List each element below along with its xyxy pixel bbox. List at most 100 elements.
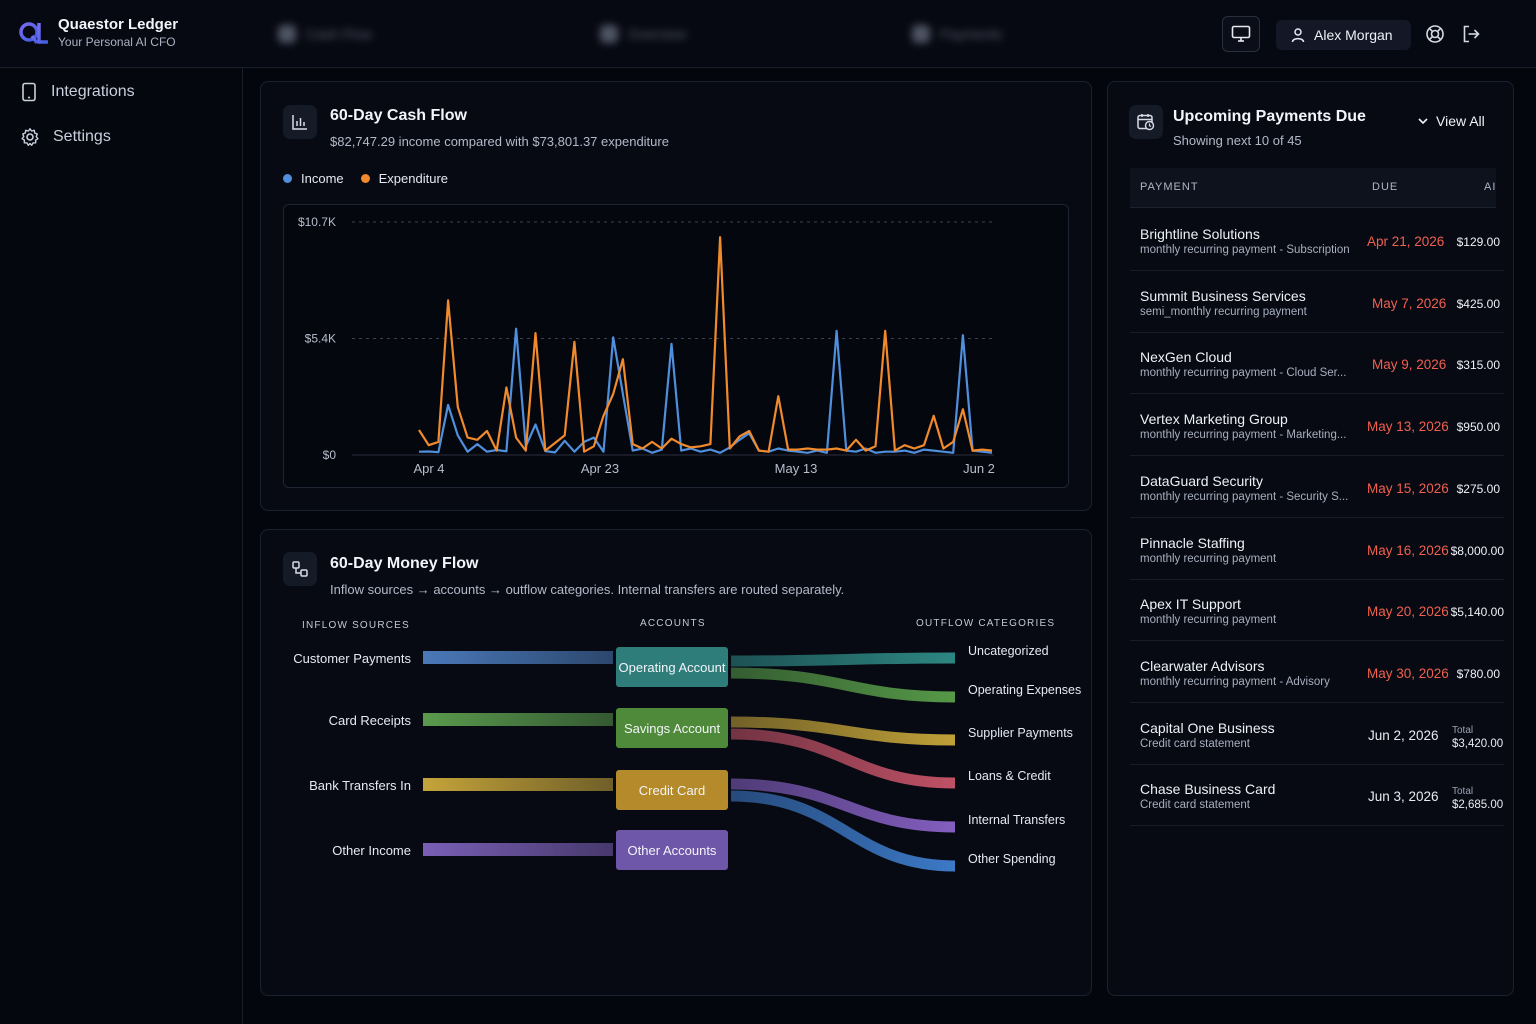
source-label: Customer Payments xyxy=(293,651,411,666)
payment-row[interactable]: Summit Business Services semi_monthly rec… xyxy=(1130,271,1504,333)
cashflow-chart: $10.7K $5.4K $0 Apr 4 Apr 23 May 13 Jun 2 xyxy=(283,204,1069,488)
payment-row[interactable]: Apex IT Support monthly recurring payment… xyxy=(1130,579,1504,642)
nav-tab-1[interactable]: Cash Flow xyxy=(278,24,372,44)
payment-row[interactable]: Pinnacle Staffing monthly recurring payme… xyxy=(1130,518,1504,580)
payment-row[interactable]: NexGen Cloud monthly recurring payment - … xyxy=(1130,332,1504,395)
outflow-ribbon[interactable] xyxy=(730,790,956,872)
outflow-ribbon[interactable] xyxy=(730,652,956,667)
series-line-income[interactable] xyxy=(418,327,993,454)
view-all-button[interactable]: View All xyxy=(1416,113,1485,129)
legend-label: Income xyxy=(301,171,344,186)
nav-tab-3[interactable]: Payments xyxy=(912,24,1002,44)
account-label: Savings Account xyxy=(624,721,721,736)
payment-description: monthly recurring payment - Advisory xyxy=(1140,675,1330,688)
nav-tab-2[interactable]: Overview xyxy=(600,24,686,44)
payment-description: Credit card statement xyxy=(1140,799,1250,812)
legend-item-income[interactable]: Income xyxy=(283,171,344,186)
tab-label: Overview xyxy=(628,26,687,42)
payment-row[interactable]: Capital One Business Credit card statemen… xyxy=(1130,703,1504,765)
account-label: Other Accounts xyxy=(628,843,717,858)
payment-amount: $315.00 xyxy=(1456,358,1500,373)
header-due[interactable]: DUE xyxy=(1372,181,1399,193)
x-tick-label: Apr 23 xyxy=(581,461,619,476)
header-amount[interactable]: AI xyxy=(1484,181,1496,193)
display-mode-button[interactable] xyxy=(1222,16,1260,52)
help-button[interactable] xyxy=(1424,23,1446,45)
y-tick-label: $0 xyxy=(323,448,337,462)
payment-amount: $129.00 xyxy=(1456,235,1500,249)
moneyflow-card-icon xyxy=(283,552,317,586)
source-flow-bar[interactable] xyxy=(423,778,613,791)
cashflow-title: 60-Day Cash Flow xyxy=(330,107,467,124)
payment-row[interactable]: Clearwater Advisors monthly recurring pay… xyxy=(1130,641,1504,703)
source-flow-bar[interactable] xyxy=(423,843,613,856)
payment-description: monthly recurring payment xyxy=(1140,614,1277,627)
cashflow-subtitle: $82,747.29 income compared with $73,801.… xyxy=(330,134,669,149)
account-node[interactable] xyxy=(616,770,728,810)
payment-amount: $950.00 xyxy=(1456,420,1500,435)
x-tick-label: May 13 xyxy=(775,461,818,476)
tab-icon xyxy=(912,25,930,43)
source-label: Card Receipts xyxy=(329,713,412,728)
account-node[interactable] xyxy=(616,708,728,748)
payment-name: Brightline Solutions xyxy=(1140,226,1260,242)
payment-amount: $2,685.00 xyxy=(1452,799,1504,812)
series-line-expenditure[interactable] xyxy=(418,236,993,453)
header-payment[interactable]: PAYMENT xyxy=(1140,181,1199,193)
account-node[interactable] xyxy=(616,647,728,687)
monitor-icon xyxy=(1231,25,1251,42)
payment-due-date: May 20, 2026 xyxy=(1367,604,1449,620)
payment-row[interactable]: Brightline Solutions monthly recurring pa… xyxy=(1130,209,1504,271)
payment-amount: $780.00 xyxy=(1456,666,1500,681)
payment-name: Clearwater Advisors xyxy=(1140,657,1265,674)
outflow-label: Internal Transfers xyxy=(968,813,1065,827)
payment-amount: $425.00 xyxy=(1456,296,1500,311)
outflow-label: Operating Expenses xyxy=(968,683,1081,697)
payment-name: Capital One Business xyxy=(1140,719,1275,736)
payments-table-header: PAYMENT DUE AI xyxy=(1130,168,1496,208)
source-label: Other Income xyxy=(332,843,411,858)
payment-name: Vertex Marketing Group xyxy=(1140,411,1288,428)
outflow-ribbon[interactable] xyxy=(730,778,956,833)
tab-label: Cash Flow xyxy=(306,26,373,42)
payment-description: monthly recurring payment - Cloud Ser... xyxy=(1140,367,1347,380)
sidebar-item-label: Settings xyxy=(53,128,111,145)
legend-label: Expenditure xyxy=(378,171,449,186)
user-menu-button[interactable]: Alex Morgan xyxy=(1276,20,1411,50)
payment-description: monthly recurring payment - Marketing... xyxy=(1140,429,1347,442)
legend-item-expenditure[interactable]: Expenditure xyxy=(360,171,449,186)
source-flow-bar[interactable] xyxy=(423,651,613,664)
source-label: Bank Transfers In xyxy=(309,778,411,793)
y-tick-label: $10.7K xyxy=(298,215,336,229)
account-node[interactable] xyxy=(616,830,728,870)
view-all-label: View All xyxy=(1436,113,1485,129)
logo-icon xyxy=(19,22,48,45)
payment-due-date: May 30, 2026 xyxy=(1367,665,1449,681)
brand[interactable]: Quaestor Ledger Your Personal AI CFO xyxy=(18,16,178,50)
payment-row[interactable]: Vertex Marketing Group monthly recurring … xyxy=(1130,394,1504,457)
payment-description: Credit card statement xyxy=(1140,737,1250,750)
legend-swatch xyxy=(360,174,370,183)
payments-title: Upcoming Payments Due xyxy=(1173,108,1366,125)
column-header-inflow: INFLOW SOURCES xyxy=(302,620,410,631)
source-flow-bar[interactable] xyxy=(423,713,613,726)
payments-subtitle: Showing next 10 of 45 xyxy=(1173,133,1302,148)
payments-card-icon xyxy=(1129,105,1163,139)
total-label: Total xyxy=(1452,724,1474,736)
logout-button[interactable] xyxy=(1460,23,1482,45)
payment-amount: $3,420.00 xyxy=(1452,737,1504,750)
tablet-icon xyxy=(22,82,36,102)
outflow-ribbon[interactable] xyxy=(730,728,956,789)
moneyflow-title: 60-Day Money Flow xyxy=(330,555,479,572)
outflow-ribbon[interactable] xyxy=(730,667,956,703)
sidebar-item-settings[interactable]: Settings xyxy=(20,125,111,149)
payment-name: Chase Business Card xyxy=(1140,781,1276,798)
payment-due-date: May 7, 2026 xyxy=(1372,295,1447,311)
payment-description: monthly recurring payment - Security S..… xyxy=(1140,490,1349,503)
outflow-ribbon[interactable] xyxy=(730,716,956,746)
payment-row[interactable]: Chase Business Card Credit card statement… xyxy=(1130,764,1504,827)
sidebar-item-integrations[interactable]: Integrations xyxy=(20,80,135,104)
payment-row[interactable]: DataGuard Security monthly recurring paym… xyxy=(1130,456,1504,518)
payment-amount: $8,000.00 xyxy=(1450,543,1504,558)
